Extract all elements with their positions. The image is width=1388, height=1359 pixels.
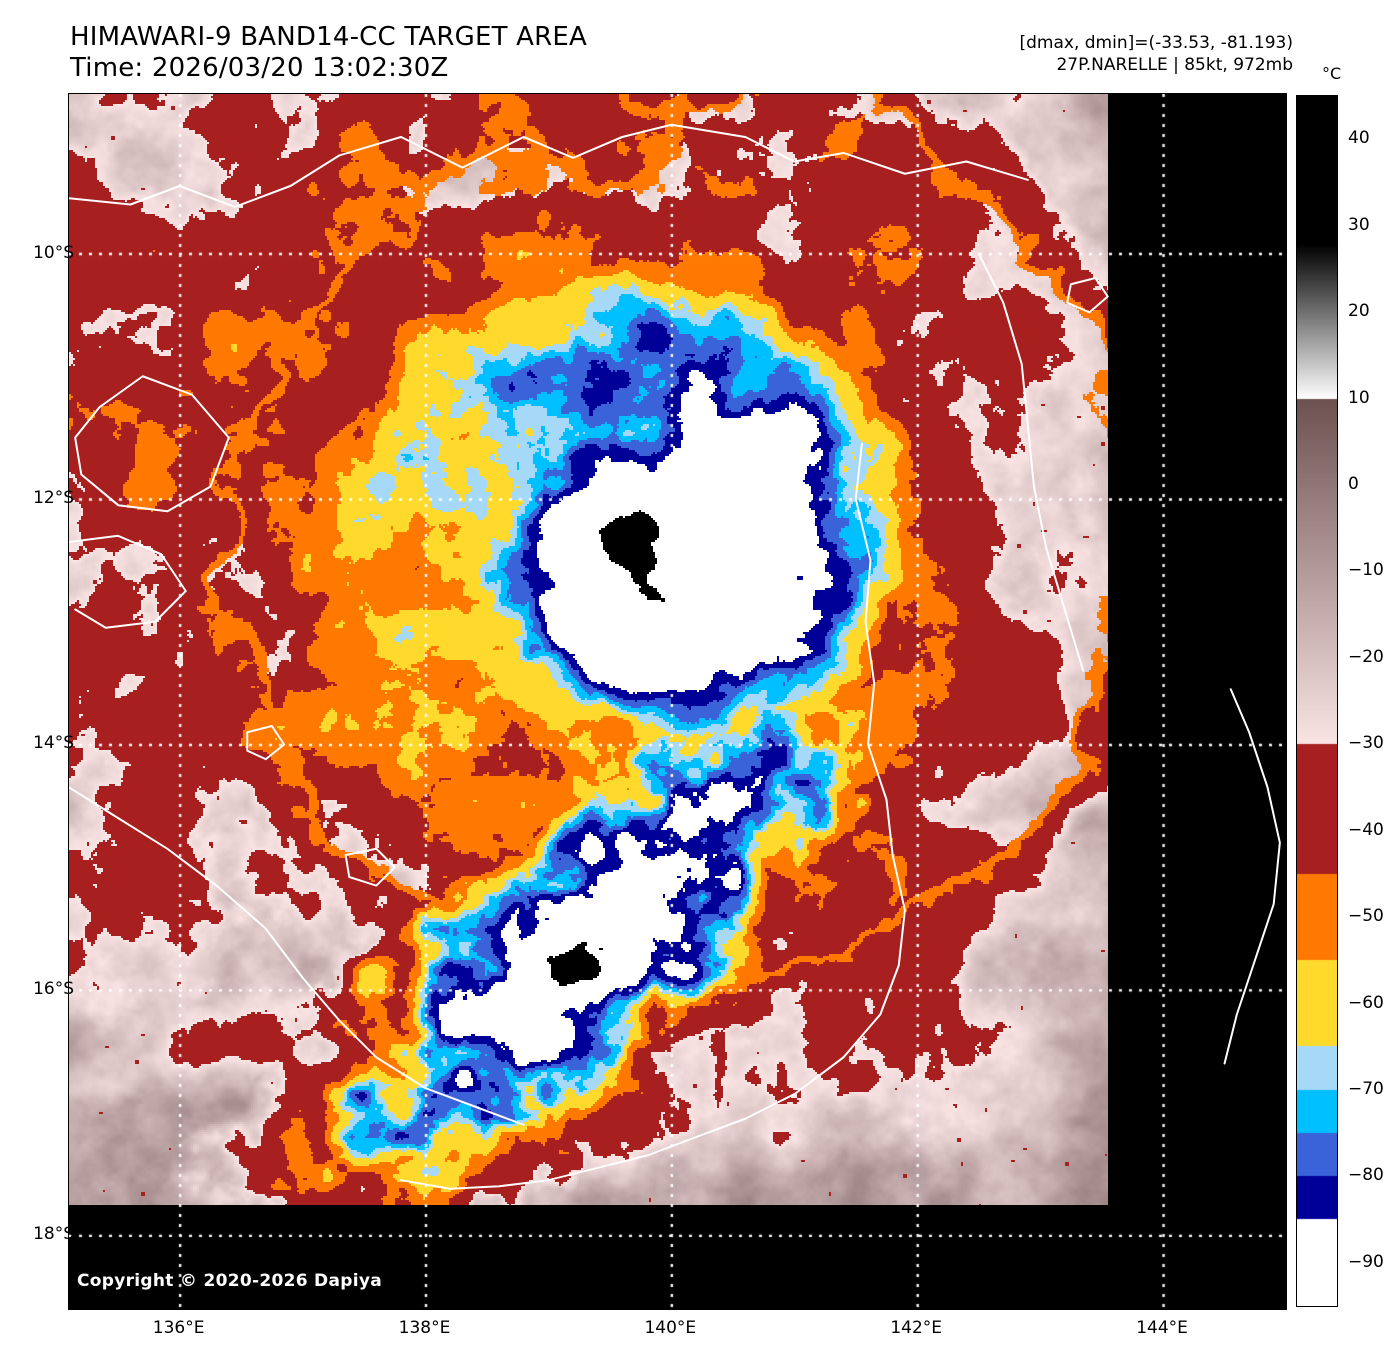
metadata-block: [dmax, dmin]=(-33.53, -81.193) 27P.NAREL…: [1020, 32, 1294, 76]
lon-tick-4: 144°E: [1136, 1318, 1188, 1338]
lat-tick-4: 18°S: [33, 1224, 74, 1245]
colorbar-tick-5: −10: [1348, 560, 1384, 581]
colorbar-tick-11: −70: [1348, 1078, 1384, 1099]
lon-tick-1: 138°E: [398, 1318, 451, 1338]
colorbar-tick-0: 40: [1348, 128, 1370, 149]
title-block: HIMAWARI-9 BAND14-CC TARGET AREA Time: 2…: [70, 22, 587, 84]
colorbar-tick-4: 0: [1348, 473, 1359, 494]
colorbar-tick-6: −20: [1348, 646, 1384, 667]
colorbar-tick-2: 20: [1348, 301, 1370, 322]
colorbar-tick-9: −50: [1348, 906, 1384, 927]
colorbar[interactable]: [1296, 95, 1338, 1307]
dminmax-label: [dmax, dmin]=(-33.53, -81.193): [1019, 33, 1294, 53]
copyright-label: Copyright © 2020-2026 Dapiya: [77, 1271, 382, 1291]
satellite-map[interactable]: Copyright © 2020-2026 Dapiya: [68, 93, 1287, 1310]
colorbar-tick-1: 30: [1348, 214, 1370, 235]
colorbar-tick-10: −60: [1348, 992, 1384, 1013]
colorbar-tick-3: 10: [1348, 387, 1370, 408]
colorbar-tick-8: −40: [1348, 819, 1384, 840]
colorbar-tick-13: −90: [1348, 1251, 1384, 1272]
lat-tick-1: 12°S: [33, 488, 74, 508]
colorbar-tick-12: −80: [1348, 1165, 1384, 1186]
lat-tick-0: 10°S: [33, 242, 74, 263]
colorbar-unit-label: °C: [1322, 64, 1342, 83]
lon-tick-2: 140°E: [644, 1318, 697, 1338]
lat-tick-3: 16°S: [33, 978, 74, 999]
lon-tick-3: 142°E: [890, 1318, 943, 1338]
lon-tick-0: 136°E: [152, 1318, 205, 1338]
colorbar-gradient: [1297, 96, 1337, 1306]
lat-tick-2: 14°S: [33, 733, 74, 754]
page-title: HIMAWARI-9 BAND14-CC TARGET AREA: [70, 22, 588, 52]
timestamp-label: Time: 2026/03/20 13:02:30Z: [70, 53, 449, 83]
storm-info-label: 27P.NARELLE | 85kt, 972mb: [1056, 55, 1293, 75]
colorbar-tick-7: −30: [1348, 733, 1384, 754]
gridline-layer: [69, 94, 1286, 1309]
